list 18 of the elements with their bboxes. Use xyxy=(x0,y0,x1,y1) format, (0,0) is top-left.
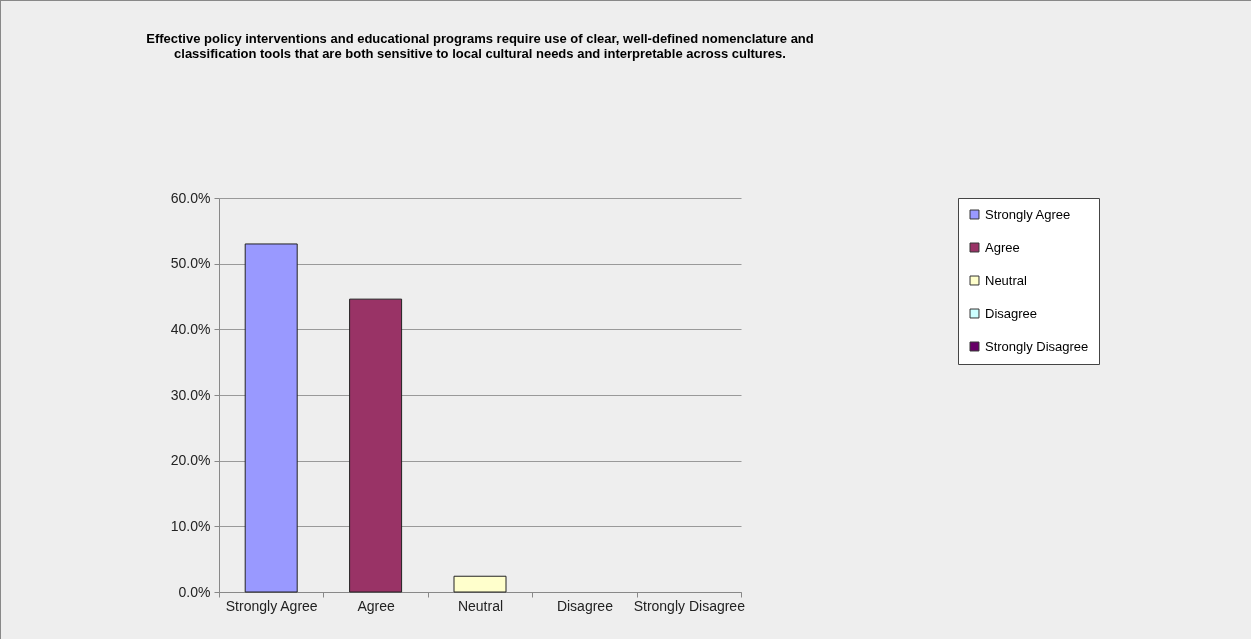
x-tick-label: Disagree xyxy=(556,597,614,614)
y-tick-label: 10.0% xyxy=(170,517,211,534)
y-tick-label: 30.0% xyxy=(170,386,211,403)
y-tick-label: 20.0% xyxy=(170,452,211,469)
x-tick-label: Strongly Disagree xyxy=(633,597,746,614)
x-tick-label: Agree xyxy=(357,597,395,614)
y-tick-label: 50.0% xyxy=(170,255,211,272)
legend-label: Strongly Agree xyxy=(985,206,1071,222)
chart-title: Effective policy interventions and educational programs require use of clear, well-defined nomenclature and classification tools that are both sensitive to local cultural needs and interpretable across cultures. xyxy=(146,31,814,61)
x-tick-label: Neutral xyxy=(457,597,504,614)
x-tick-label: Strongly Agree xyxy=(225,597,318,614)
y-tick-label: 0.0% xyxy=(178,583,211,600)
legend-label: Disagree xyxy=(985,305,1038,321)
y-tick-label: 60.0% xyxy=(170,189,211,206)
y-tick-label: 40.0% xyxy=(170,320,211,337)
legend-label: Strongly Disagree xyxy=(985,338,1089,354)
legend-label: Agree xyxy=(985,239,1020,255)
legend-label: Neutral xyxy=(985,272,1028,288)
